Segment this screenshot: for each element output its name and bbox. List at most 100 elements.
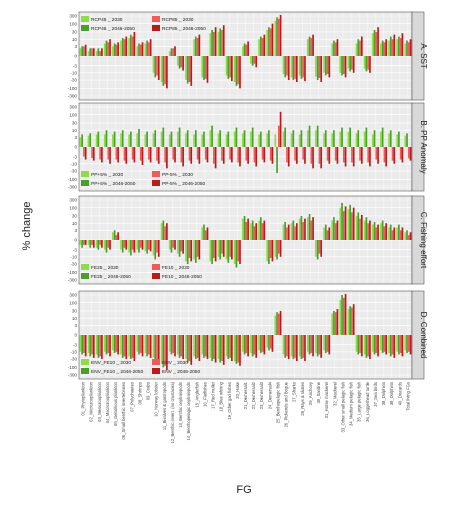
bar [141,147,144,165]
bar [239,240,241,265]
bar [235,240,238,268]
bar [198,335,201,362]
bar [148,240,150,250]
bar [128,38,130,56]
bar [406,40,408,56]
bar [326,56,329,74]
bar [399,147,402,160]
y-tick-label: -100 [68,177,78,182]
bar [324,335,327,353]
bar [377,27,379,56]
bar [239,56,241,89]
y-tick-label: 3 [74,228,77,233]
bar [138,240,140,253]
bar [160,335,163,364]
y-tick-label: -30 [70,169,77,174]
bar [243,335,246,355]
bar [375,147,378,160]
bar [125,240,128,250]
bar [360,36,363,56]
bar [344,147,347,167]
bar [287,147,290,167]
bar [298,134,301,147]
bar [95,240,98,248]
bar [128,335,130,357]
bar [351,56,353,70]
x-tick-label: 16_Flatfishes [202,382,207,407]
bar [388,40,390,56]
bar [188,56,191,83]
bar [255,56,258,68]
bar [235,56,238,86]
bar [206,335,209,360]
bar [235,127,238,147]
panel-legend: ENV_FE10 _ 2030 ENV_FE10 _ 2046-2050 ENV _… [81,359,200,375]
bar [316,335,319,357]
bar [81,335,83,355]
bar [123,147,126,161]
bar [154,130,157,147]
bar [388,133,390,147]
bar [180,335,183,357]
legend-swatch [81,368,89,374]
bar [352,56,355,73]
bar [334,42,337,56]
bar [306,39,309,56]
bar [331,133,333,147]
bar [217,335,220,360]
bar [227,56,230,79]
bar [112,46,114,56]
bar [409,147,412,161]
bar [286,335,288,357]
bar [170,335,173,355]
bar [99,51,101,56]
bar [164,56,166,85]
bar [255,223,258,240]
bar [229,56,231,78]
bar [375,31,378,56]
y-tick-label: 300 [69,293,77,298]
bar [186,130,189,147]
bar [401,227,404,240]
bar [389,224,392,240]
panel-strip-label: C. Fishing effort [419,212,428,269]
bar [383,335,386,352]
bar [407,147,410,159]
bar [174,240,176,250]
bar [95,335,98,355]
y-tick-label: 0 [74,333,77,338]
bar [209,335,212,358]
legend-entry: FE10 _ 2046-2050 [162,274,202,280]
y-tick-label: -100 [68,365,78,370]
bar [162,335,165,368]
x-tick-label: 27_Sharks [292,382,297,402]
bar [172,147,175,160]
bar [214,240,217,262]
bar [172,335,175,353]
legend-entry: PP+5% _ 2030 [91,172,123,178]
bar [352,207,355,240]
bar [87,51,90,56]
bar [133,31,136,56]
bar [156,56,158,76]
bar [233,335,236,362]
bar [109,147,111,164]
panel-legend: RCP45 _ 2030 RCP45 _ 2046-2050 RCP85 _ 203… [81,16,206,32]
bar [409,335,412,355]
bar [79,137,82,147]
bar [138,129,140,147]
bar [225,335,228,357]
bar [203,224,205,240]
bar [302,147,305,160]
bar [266,335,269,348]
legend-entry: RCP85 _ 2046-2050 [162,26,206,32]
bar [180,147,183,163]
bar [196,38,199,56]
bar [125,36,128,56]
bar [250,131,252,147]
bar [381,40,384,56]
panel-strip-label: D. Combined [419,312,428,359]
bar [259,217,262,240]
bar [276,312,278,335]
